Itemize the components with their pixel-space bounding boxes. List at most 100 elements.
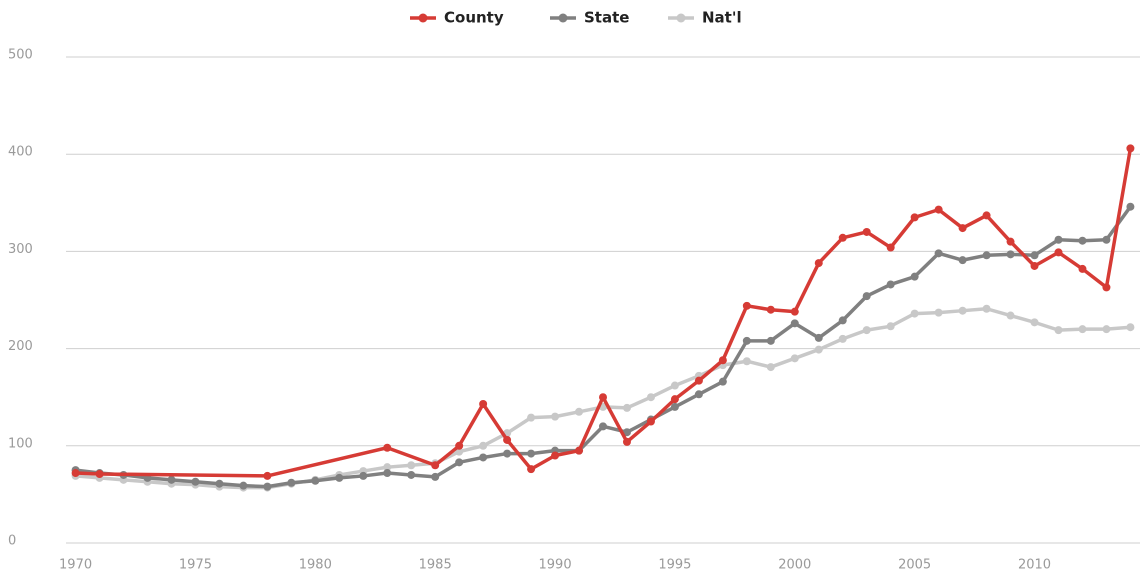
data-point (742, 301, 751, 310)
data-point (1102, 283, 1111, 292)
data-point (167, 475, 176, 484)
data-point (958, 256, 967, 265)
data-point (958, 306, 967, 315)
data-point (838, 233, 847, 242)
data-point (1054, 235, 1063, 244)
data-point (1126, 202, 1135, 211)
data-point (622, 437, 631, 446)
data-point (694, 390, 703, 399)
data-point (1006, 311, 1015, 320)
data-point (527, 465, 536, 474)
data-point (646, 393, 655, 402)
data-point (910, 309, 919, 318)
data-point (407, 470, 416, 479)
data-point (814, 259, 823, 268)
data-point (958, 224, 967, 233)
legend-label: County (444, 9, 504, 27)
data-point (527, 449, 536, 458)
data-point (311, 476, 320, 485)
data-point (1126, 144, 1135, 153)
data-point (838, 334, 847, 343)
data-point (1006, 250, 1015, 259)
data-point (1054, 326, 1063, 335)
x-tick-label: 1975 (179, 558, 212, 573)
y-tick-label: 500 (8, 48, 33, 63)
x-tick-label: 1985 (419, 558, 452, 573)
data-point (886, 280, 895, 289)
data-point (886, 322, 895, 331)
data-point (575, 446, 584, 455)
data-point (359, 471, 368, 480)
data-point (718, 356, 727, 365)
series-line (75, 148, 1133, 478)
data-point (263, 482, 272, 491)
data-point (982, 211, 991, 220)
data-point (71, 469, 80, 478)
data-point (934, 308, 943, 317)
data-point (95, 469, 104, 478)
data-point (814, 345, 823, 354)
data-point (527, 413, 536, 422)
data-point (383, 469, 392, 478)
data-point (503, 435, 512, 444)
data-point (790, 307, 799, 316)
data-point (766, 336, 775, 345)
data-point (455, 458, 464, 467)
legend-label: State (584, 9, 629, 27)
data-point (1102, 235, 1111, 244)
data-point (742, 336, 751, 345)
data-point (575, 407, 584, 416)
x-tick-label: 1980 (299, 558, 332, 573)
data-point (622, 403, 631, 412)
data-point (1078, 264, 1087, 273)
data-point (383, 443, 392, 452)
x-tick-label: 2005 (898, 558, 931, 573)
data-point (1030, 318, 1039, 327)
y-tick-label: 200 (8, 339, 33, 354)
x-tick-label: 1995 (658, 558, 691, 573)
data-point (263, 471, 272, 480)
data-point (982, 251, 991, 260)
data-point (694, 376, 703, 385)
x-tick-label: 2010 (1018, 558, 1051, 573)
legend-dot (558, 13, 568, 23)
data-point (503, 449, 512, 458)
data-point (191, 477, 200, 486)
data-point (862, 292, 871, 301)
y-tick-label: 400 (8, 145, 33, 160)
legend-dot (418, 13, 428, 23)
data-point (335, 473, 344, 482)
data-point (383, 463, 392, 472)
data-point (838, 316, 847, 325)
y-tick-label: 300 (8, 242, 33, 257)
series-line (75, 205, 1132, 489)
data-point (431, 461, 440, 470)
data-point (982, 304, 991, 313)
data-point (551, 412, 560, 421)
data-point (646, 417, 655, 426)
data-point (1078, 236, 1087, 245)
data-point (1054, 248, 1063, 257)
x-tick-label: 1990 (539, 558, 572, 573)
data-point (886, 243, 895, 252)
x-tick-label: 2000 (778, 558, 811, 573)
data-point (1030, 251, 1039, 260)
data-point (1102, 325, 1111, 334)
data-point (790, 319, 799, 328)
data-point (599, 422, 607, 431)
x-tick-label: 1970 (59, 558, 92, 573)
data-point (718, 377, 727, 386)
data-point (862, 326, 871, 335)
data-point (1078, 325, 1087, 334)
y-tick-label: 100 (8, 436, 33, 451)
data-point (479, 453, 488, 462)
data-point (479, 400, 488, 409)
data-point (934, 205, 943, 214)
legend-label: Nat'l (702, 9, 742, 27)
data-point (407, 461, 416, 470)
data-point (215, 479, 224, 488)
data-point (1006, 237, 1015, 246)
data-point (670, 395, 679, 404)
data-point (766, 363, 775, 372)
